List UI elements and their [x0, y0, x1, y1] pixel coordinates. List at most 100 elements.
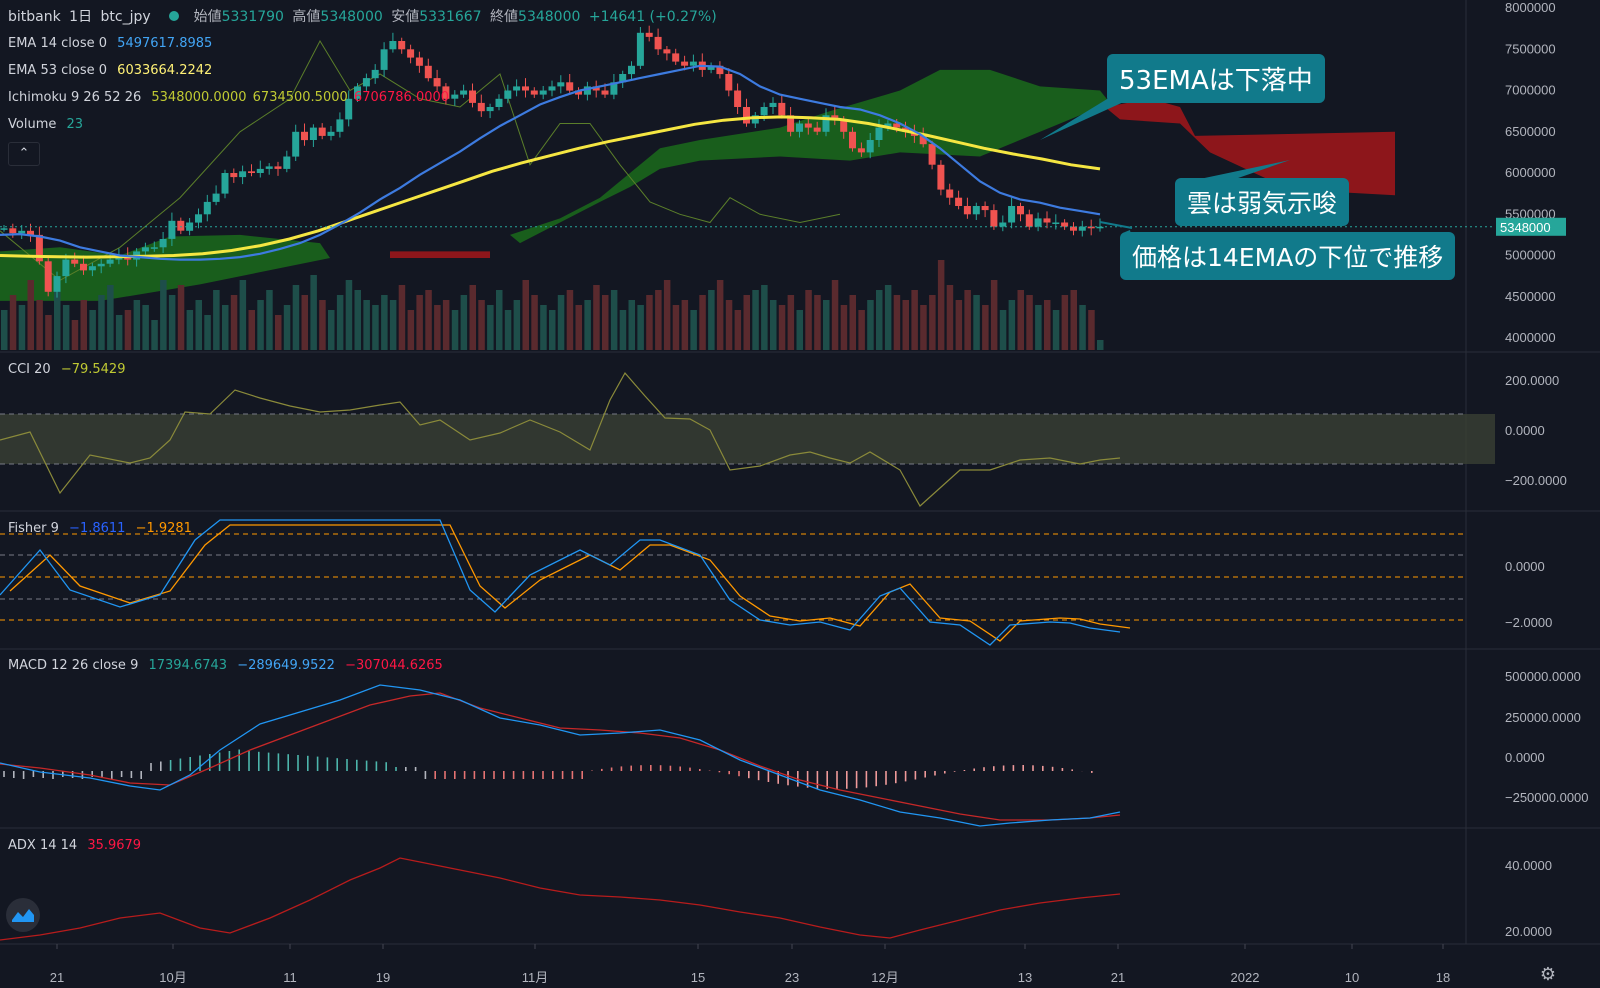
candle	[875, 119, 883, 147]
ema53-legend[interactable]: EMA 53 close 0 6033664.2242	[8, 63, 218, 78]
candle-body	[504, 90, 512, 99]
fisher-legend[interactable]: Fisher 9 −1.8611 −1.9281	[8, 521, 198, 536]
adx-legend[interactable]: ADX 14 14 35.9679	[8, 838, 147, 853]
market-status-icon	[169, 11, 180, 21]
volume-bar	[531, 295, 538, 350]
volume-bar	[434, 305, 441, 350]
macd-legend[interactable]: MACD 12 26 close 9 17394.6743 −289649.95…	[8, 658, 449, 673]
indicator-tick-label: −200.0000	[1505, 473, 1567, 488]
indicator-tick-label: 20.0000	[1505, 924, 1552, 939]
candle	[415, 51, 423, 73]
cci-legend[interactable]: CCI 20 −79.5429	[8, 362, 131, 377]
callout-ema53-pointer	[1040, 96, 1128, 140]
chevron-up-icon: ⌃	[18, 146, 30, 161]
volume-bar	[973, 295, 980, 350]
high-value: 5348000	[320, 9, 383, 25]
volume-bar	[160, 280, 167, 350]
candle	[522, 78, 529, 98]
volume-bar	[124, 310, 132, 350]
volume-bar	[80, 300, 87, 350]
candle-body	[734, 90, 742, 107]
candle-body	[274, 166, 282, 169]
volume-bar	[937, 260, 945, 350]
volume-bar	[831, 280, 839, 350]
volume-bar	[964, 290, 971, 350]
candle-body	[592, 86, 600, 91]
price-tick-label: 5000000	[1505, 248, 1556, 263]
volume-bar	[310, 275, 317, 350]
volume-bar	[1017, 290, 1024, 350]
time-tick-label: 11月	[522, 970, 549, 985]
volume-bar	[168, 295, 176, 350]
indicator-tick-label: 500000.0000	[1505, 669, 1581, 684]
candle-body	[212, 193, 220, 202]
tradingview-logo-icon[interactable]	[6, 898, 40, 932]
candle	[628, 61, 635, 81]
candle	[548, 80, 556, 97]
candle-body	[769, 102, 777, 107]
candle-body	[672, 53, 680, 62]
volume-bar	[257, 300, 264, 350]
candle	[743, 98, 750, 127]
candle-body	[150, 247, 158, 249]
symbol-name[interactable]: bitbank	[8, 9, 61, 25]
volume-bar	[1097, 340, 1104, 350]
volume-bar	[1044, 300, 1051, 350]
time-tick-label: 13	[1018, 970, 1032, 985]
volume-bar	[787, 295, 795, 350]
candle-body	[106, 259, 114, 264]
candle	[80, 255, 87, 275]
volume-bar	[929, 295, 936, 350]
pair[interactable]: btc_jpy	[100, 9, 151, 25]
volume-bar	[602, 295, 609, 350]
collapse-legend-button[interactable]: ⌃	[8, 142, 40, 166]
candle	[999, 215, 1007, 232]
time-tick-label: 23	[785, 970, 799, 985]
candle-body	[195, 214, 202, 223]
candle-body	[654, 36, 662, 50]
volume-bar	[478, 300, 485, 350]
candle	[71, 252, 79, 268]
candle	[221, 169, 229, 199]
volume-bar	[699, 295, 706, 350]
volume-bar	[946, 285, 954, 350]
volume-bar	[663, 280, 671, 350]
indicator-tick-label: 0.0000	[1505, 750, 1545, 765]
candle-body	[681, 61, 689, 66]
candle	[1078, 220, 1086, 237]
volume-bar	[681, 300, 689, 350]
volume-bar	[1008, 300, 1016, 350]
volume-bar	[619, 310, 627, 350]
volume-bar	[734, 310, 742, 350]
volume-bar	[725, 300, 733, 350]
volume-bar	[708, 290, 715, 350]
time-tick-label: 10	[1345, 970, 1359, 985]
price-tick-label: 5500000	[1505, 206, 1556, 221]
volume-bar	[186, 310, 194, 350]
ema14-legend[interactable]: EMA 14 close 0 5497617.8985	[8, 36, 218, 51]
candle-body	[1017, 206, 1024, 215]
candle-body	[27, 230, 34, 235]
candle	[672, 48, 680, 65]
interval[interactable]: 1日	[69, 9, 93, 25]
gear-icon[interactable]: ⚙	[1539, 964, 1557, 985]
candle	[345, 90, 353, 127]
volume-legend[interactable]: Volume 23	[8, 117, 89, 132]
candle	[787, 107, 795, 137]
pane-separators	[0, 0, 1600, 945]
candle-body	[760, 107, 768, 116]
time-axis[interactable]: 21 10月 11 19 11月 15 23 12月 13 21 2022 10 18	[50, 944, 1450, 985]
candle-body	[159, 239, 167, 248]
volume-bar	[89, 310, 96, 350]
candle-body	[362, 78, 370, 87]
candle-body	[751, 115, 759, 124]
candle	[398, 37, 406, 54]
price-axis[interactable]: 4000000 4500000 5000000 5500000 6000000 65000…	[1505, 0, 1589, 939]
ichimoku-legend[interactable]: Ichimoku 9 26 52 26 5348000.0000 6734500…	[8, 90, 455, 105]
cci-legend-name: CCI 20	[8, 362, 51, 377]
candle-body	[62, 259, 70, 277]
candle	[389, 32, 397, 53]
candle-body	[80, 263, 87, 271]
candle	[769, 97, 777, 114]
